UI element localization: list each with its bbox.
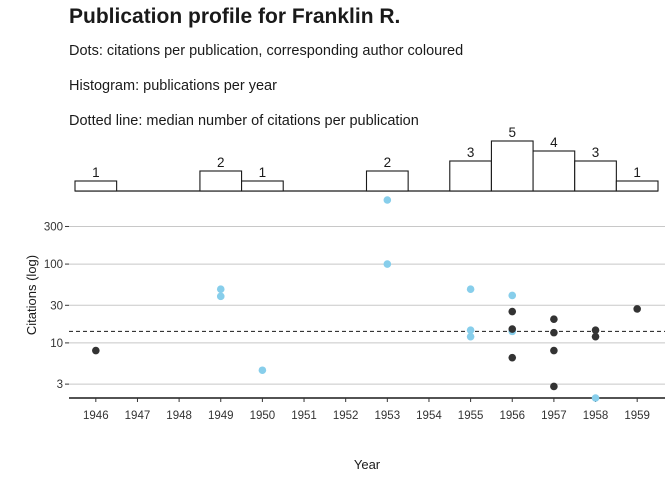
- citation-point: [92, 346, 100, 355]
- x-tick-label: 1958: [583, 410, 609, 422]
- citation-point: [550, 315, 558, 323]
- citation-point: [466, 326, 475, 334]
- histogram-bar-label: 5: [508, 125, 516, 140]
- citation-point: [508, 307, 517, 316]
- x-tick-label: 1948: [166, 410, 192, 422]
- x-tick-label: 1955: [458, 410, 484, 422]
- y-axis-label: Citations (log): [24, 255, 39, 335]
- scatter-panel: 3 10 30 100 300 1946 1947 1948 1949 1950 1951 1952 1…: [44, 196, 665, 422]
- histogram-bar: [449, 160, 492, 192]
- citation-point: [216, 285, 225, 294]
- histogram-bar-label: 1: [92, 165, 100, 180]
- x-tick-label: 1949: [208, 410, 234, 422]
- citation-point: [633, 305, 641, 313]
- citation-point: [216, 292, 225, 301]
- subtitle-histogram: Histogram: publications per year: [69, 78, 277, 94]
- histogram-bar: [615, 180, 659, 192]
- histogram-bar: [199, 170, 243, 192]
- citation-point: [383, 260, 392, 268]
- histogram-bar: [532, 150, 576, 192]
- citation-point: [508, 353, 517, 362]
- citation-point: [508, 325, 517, 333]
- histogram-bar-label: 4: [550, 135, 558, 150]
- histogram-bar-label: 1: [633, 165, 641, 180]
- subtitle-dots: Dots: citations per publication, corresp…: [69, 43, 464, 59]
- subtitle-median: Dotted line: median number of citations …: [69, 113, 419, 129]
- citation-point: [550, 346, 558, 355]
- histogram-bar: [574, 160, 617, 192]
- x-tick-label: 1956: [499, 410, 525, 422]
- y-tick-label: 3: [57, 379, 63, 391]
- x-tick-label: 1954: [416, 410, 442, 422]
- histogram-bar-label: 3: [592, 145, 600, 160]
- x-tick-label: 1953: [375, 410, 401, 422]
- histogram-bar-label: 2: [217, 155, 225, 170]
- chart-title: Publication profile for Franklin R.: [69, 5, 401, 28]
- citation-point: [258, 366, 267, 375]
- x-tick-label: 1957: [541, 410, 567, 422]
- citation-point: [591, 326, 600, 334]
- x-tick-label: 1952: [333, 410, 359, 422]
- x-axis-label: Year: [354, 457, 381, 472]
- y-tick-label: 100: [44, 259, 63, 271]
- histogram-bar-label: 3: [467, 145, 475, 160]
- histogram-bar: [241, 180, 284, 192]
- histogram-bar: [490, 140, 534, 192]
- y-tick-label: 300: [44, 221, 63, 233]
- x-tick-label: 1959: [624, 410, 650, 422]
- histogram-bar-label: 1: [259, 165, 267, 180]
- citation-point: [550, 382, 558, 391]
- citation-point: [466, 332, 475, 341]
- x-tick-label: 1946: [83, 410, 109, 422]
- histogram-panel: 1 2 1 2 3 5 4 3 1: [74, 125, 659, 192]
- citation-point: [383, 196, 392, 204]
- y-tick-label: 10: [50, 338, 63, 350]
- citation-point: [591, 394, 600, 402]
- citation-point: [550, 328, 558, 337]
- citation-point: [508, 291, 517, 300]
- x-tick-label: 1947: [125, 410, 151, 422]
- histogram-bar: [74, 180, 118, 192]
- y-tick-label: 30: [50, 300, 63, 312]
- x-tick-label: 1951: [291, 410, 317, 422]
- citation-point: [591, 332, 600, 341]
- histogram-bar-label: 2: [384, 155, 392, 170]
- citation-point: [466, 285, 475, 294]
- histogram-bar: [365, 170, 409, 192]
- x-tick-label: 1950: [250, 410, 276, 422]
